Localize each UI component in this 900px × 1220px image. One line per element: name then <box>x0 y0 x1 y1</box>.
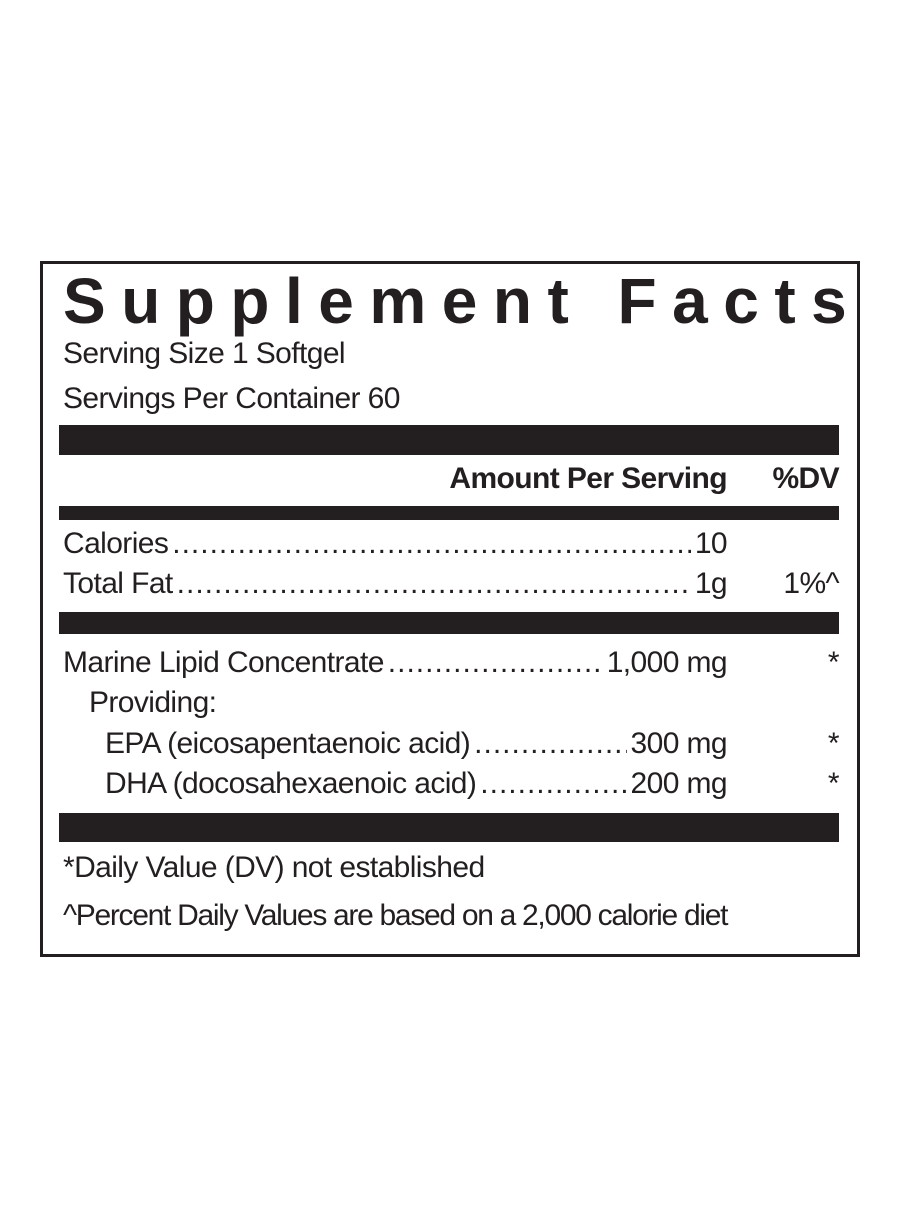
ingredient-label: EPA (eicosapentaenoic acid) <box>105 727 471 760</box>
ingredient-row-marine-lipid: Marine Lipid Concentrate ...............… <box>63 645 840 681</box>
nutrient-label: Calories <box>63 527 169 560</box>
nutrient-row-total-fat: Total Fat ..............................… <box>63 566 840 602</box>
ingredient-row-dha: DHA (docosahexaenoic acid) .............… <box>105 766 840 802</box>
ingredient-row-providing: Providing: <box>89 685 839 721</box>
serving-size: Serving Size 1 Softgel <box>63 337 346 370</box>
panel-title: Supplement Facts <box>63 265 863 337</box>
ingredient-label: Providing: <box>89 686 217 719</box>
divider-bar <box>59 612 839 634</box>
divider-bar <box>59 506 839 520</box>
leader-dots: ........................................… <box>172 527 691 560</box>
nutrient-amount: 1g <box>694 567 728 600</box>
column-header: Amount Per Serving %DV <box>63 461 839 497</box>
divider-bar <box>59 425 839 455</box>
amount-header: Amount Per Serving <box>449 462 727 495</box>
ingredient-dv: * <box>827 767 840 800</box>
leader-dots: ........................................… <box>176 567 691 600</box>
leader-dots: ........................................… <box>474 727 626 760</box>
ingredient-amount: 1,000 mg <box>606 646 728 679</box>
nutrient-dv: 1%^ <box>783 567 839 600</box>
ingredient-label: DHA (docosahexaenoic acid) <box>105 767 477 800</box>
footnote-percent: ^Percent Daily Values are based on a 2,0… <box>63 899 728 932</box>
servings-per-container: Servings Per Container 60 <box>63 382 400 415</box>
ingredient-dv: * <box>827 727 840 760</box>
divider-bar <box>59 813 839 842</box>
leader-dots: ........................................… <box>480 767 626 800</box>
supplement-facts-panel: Supplement Facts Serving Size 1 Softgel … <box>40 261 860 957</box>
ingredient-amount: 300 mg <box>630 727 728 760</box>
nutrient-amount: 10 <box>694 527 728 560</box>
ingredient-dv: * <box>827 646 840 679</box>
ingredient-row-epa: EPA (eicosapentaenoic acid) ............… <box>105 726 840 762</box>
footnote-dv: *Daily Value (DV) not established <box>63 851 485 884</box>
ingredient-label: Marine Lipid Concentrate <box>63 646 384 679</box>
nutrient-label: Total Fat <box>63 567 173 600</box>
leader-dots: ........................................… <box>387 646 603 679</box>
dv-header: %DV <box>772 462 839 495</box>
ingredient-amount: 200 mg <box>630 767 728 800</box>
nutrient-row-calories: Calories ...............................… <box>63 526 839 562</box>
